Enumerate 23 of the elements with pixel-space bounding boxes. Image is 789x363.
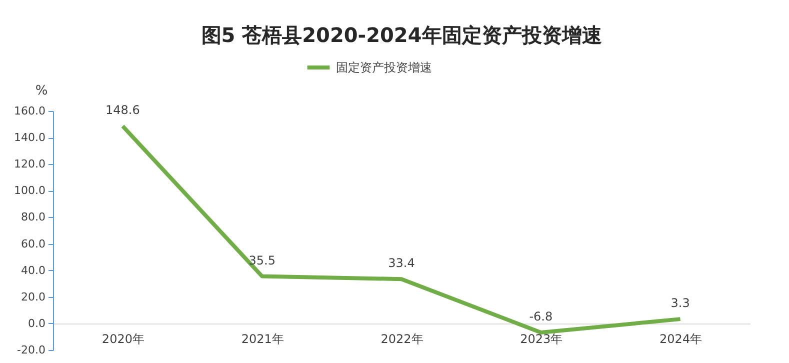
y-tick-label: 160.0 [14,104,46,118]
y-tick-label: 140.0 [14,131,46,144]
legend-label: 固定资产投资增速 [336,60,432,74]
x-tick-label: 2024年 [660,332,702,346]
x-tick-label: 2023年 [520,332,563,346]
y-tick-label: 80.0 [21,210,46,224]
x-tick-label: 2020年 [102,332,144,346]
x-tick-label: 2021年 [241,332,284,346]
y-axis-title: % [35,84,48,98]
y-tick-label: 0.0 [28,316,46,330]
data-label: -6.8 [529,309,553,324]
y-tick-label: -20.0 [17,344,46,356]
y-tick-label: 40.0 [21,264,46,277]
y-tick-label: 60.0 [21,237,46,250]
x-tick-label: 2022年 [380,332,424,346]
data-label: 35.5 [248,253,276,268]
y-tick-label: 100.0 [14,184,46,198]
data-label: 33.4 [388,256,415,270]
y-tick-label: 20.0 [21,290,46,304]
data-label: 148.6 [106,103,140,118]
y-tick-label: 120.0 [14,158,46,171]
data-label: 3.3 [670,296,690,310]
chart-title: 图5 苍梧县2020-2024年固定资产投资增速 [201,23,602,47]
